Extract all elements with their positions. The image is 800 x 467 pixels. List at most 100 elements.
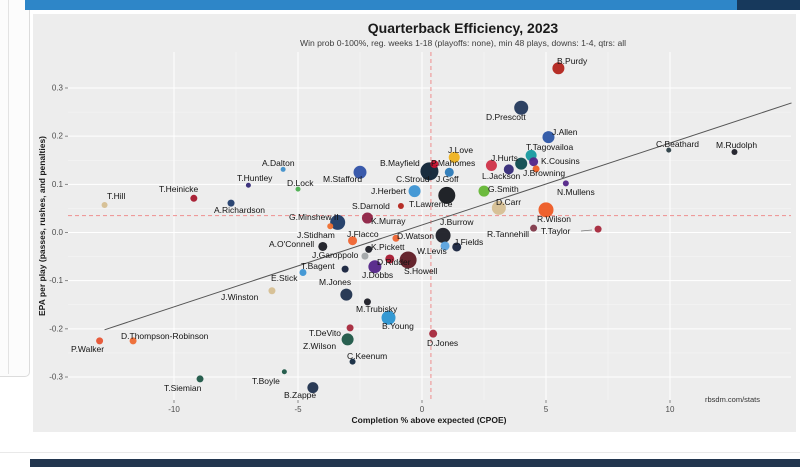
scatter-point-m-rudolph (731, 149, 738, 156)
scatter-point-w-levis (440, 241, 450, 251)
scatter-point-b-purdy (552, 62, 565, 75)
scatter-point-m-trubisky (363, 298, 371, 306)
point-label-t-boyle: T.Boyle (252, 376, 280, 386)
scatter-point-z-wilson (341, 333, 354, 346)
point-label-a-richardson: A.Richardson (214, 205, 265, 215)
y-tick-label: -0.2 (49, 324, 63, 333)
scatter-point-s-howell (399, 251, 417, 269)
point-label-p-walker: P.Walker (71, 344, 104, 354)
point-label-a-dalton: A.Dalton (262, 158, 295, 168)
scatter-point-j-stidham (327, 223, 334, 230)
y-tick-label: 0.0 (52, 228, 64, 237)
x-tick-label: 10 (666, 405, 675, 414)
scatter-point-t-huntley (245, 182, 251, 188)
scatter-point-j-browning (532, 165, 540, 173)
y-tick-label: -0.1 (49, 276, 63, 285)
point-label-c-keenum: C.Keenum (347, 351, 387, 361)
scatter-point-d-prescott (514, 100, 529, 115)
scatter-point-g-minshew-ii (330, 214, 346, 230)
point-label-j-love: J.Love (448, 145, 473, 155)
scatter-point-d-lock (295, 186, 301, 192)
scatter-point-b-mayfield (430, 160, 439, 169)
point-label-d-prescott: D.Prescott (486, 112, 526, 122)
top-bar-right-segment (737, 0, 800, 10)
y-tick-label: -0.3 (49, 373, 63, 382)
x-tick-label: 0 (420, 405, 425, 414)
scatter-point-b-young (381, 310, 396, 325)
point-label-c-beathard: C.Beathard (656, 139, 699, 149)
point-label-k-pickett: K.Pickett (371, 242, 405, 252)
scatter-plot: -10 -5 0 5 10 0.3 0.2 0.1 0.0 -0.1 -0.2 -0.3 B.Purd… (33, 14, 796, 432)
scatter-point-p-mahomes (485, 160, 497, 172)
scatter-point-j-flacco (348, 236, 358, 246)
point-label-j-stidham: J.Stidham (297, 230, 335, 240)
scatter-point-a-dalton (280, 166, 286, 172)
label-leader-line (580, 229, 593, 232)
bottom-status-bar (30, 459, 800, 467)
chart-subtitle: Win prob 0-100%, reg. weeks 1-18 (playof… (300, 38, 626, 48)
scatter-point-t-bagent (341, 265, 349, 273)
scatter-point-d-watson (392, 234, 400, 242)
point-label-r-tannehill: R.Tannehill (487, 229, 529, 239)
point-label-m-jones: M.Jones (319, 277, 351, 287)
point-label-p-mahomes: P.Mahomes (431, 158, 475, 168)
point-label-t-taylor: T.Taylor (541, 226, 570, 236)
y-tick-label: 0.3 (52, 83, 64, 92)
point-label-d-thompson-robinson: D.Thompson-Robinson (121, 331, 209, 341)
scatter-point-e-stick (299, 268, 307, 276)
point-label-s-darnold: S.Darnold (352, 201, 390, 211)
scatter-point-j-herbert (408, 185, 421, 198)
point-label-z-wilson: Z.Wilson (303, 341, 336, 351)
point-label-t-hill: T.Hill (107, 191, 126, 201)
point-label-j-burrow: J.Burrow (440, 217, 474, 227)
top-progress-bar (25, 0, 737, 10)
point-label-m-trubisky: M.Trubisky (356, 304, 398, 314)
scatter-point-j-fields (452, 242, 462, 252)
left-side-panel (0, 0, 30, 377)
scatter-point-t-boyle (281, 369, 287, 375)
chart-title: Quarterback Efficiency, 2023 (368, 20, 559, 36)
scatter-point-t-hill (101, 202, 108, 209)
scatter-point-d-thompson-robinson (129, 337, 137, 345)
scatter-point-l-jackson (503, 164, 514, 175)
point-label-d-carr: D.Carr (496, 197, 521, 207)
point-label-t-lawrence: T.Lawrence (409, 199, 453, 209)
scatter-point-r-tannehill (530, 224, 538, 232)
point-label-c-stroud: C.Stroud (396, 174, 430, 184)
scatter-point-d-carr (491, 200, 506, 215)
scatter-point-j-hurts (515, 157, 528, 170)
bottom-divider (0, 452, 800, 453)
qb-efficiency-chart-card: -10 -5 0 5 10 0.3 0.2 0.1 0.0 -0.1 -0.2 -0.3 B.Purd… (33, 14, 796, 432)
scatter-point-n-mullens (562, 180, 569, 187)
point-label-j-browning: J.Browning (523, 168, 565, 178)
point-label-t-devito: T.DeVito (309, 328, 341, 338)
point-label-a-o-connell: A.O'Connell (269, 239, 314, 249)
point-label-d-ridder: D.Ridder (377, 257, 411, 267)
y-tick-label: 0.2 (52, 132, 64, 141)
point-label-m-stafford: M.Stafford (323, 174, 362, 184)
point-label-t-bagent: T.Bagent (301, 261, 335, 271)
scatter-point-j-love (448, 151, 460, 163)
scatter-point-t-heinicke (190, 194, 198, 202)
point-label-j-fields: J.Fields (454, 237, 483, 247)
scatter-point-d-ridder (385, 254, 395, 264)
point-label-m-rudolph: M.Rudolph (716, 140, 757, 150)
scatter-point-m-jones (340, 288, 353, 301)
point-label-d-watson: D.Watson (397, 231, 434, 241)
scatter-point-j-dobbs (368, 260, 382, 274)
point-label-g-smith: G.Smith (488, 184, 519, 194)
point-label-g-minshew-ii: G.Minshew II (289, 212, 339, 222)
point-label-k-cousins: K.Cousins (541, 156, 580, 166)
scatter-point-d-jones (429, 329, 438, 338)
scatter-point-j-allen (542, 131, 555, 144)
scatter-point-j-garoppolo (361, 252, 369, 260)
scatter-point-r-wilson (538, 202, 554, 218)
y-axis-title: EPA per play (passes, rushes, and penalt… (37, 136, 47, 316)
scatter-point-c-beathard (666, 147, 672, 153)
scatter-point-j-winston (268, 287, 276, 295)
scatter-point-a-richardson (227, 199, 235, 207)
point-label-j-allen: J.Allen (552, 127, 578, 137)
scatter-point-k-cousins (529, 157, 539, 167)
scatter-point-k-pickett (365, 245, 373, 253)
